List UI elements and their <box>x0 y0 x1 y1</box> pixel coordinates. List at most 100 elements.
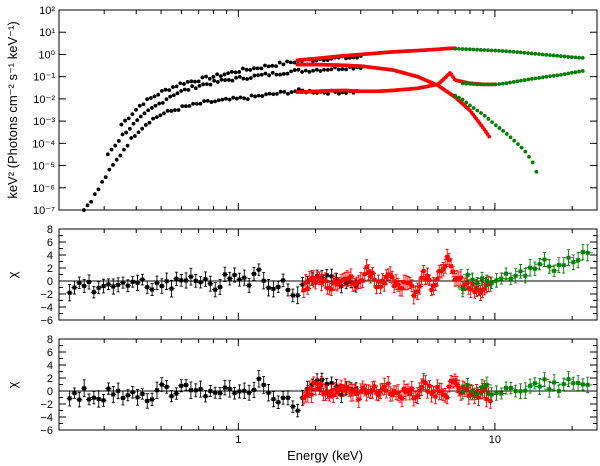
y-tick-label: 6 <box>47 237 53 249</box>
data-point <box>196 79 201 84</box>
residual-point <box>154 280 159 285</box>
data-point <box>119 122 124 127</box>
residual-point <box>421 268 426 273</box>
residual-point <box>198 387 203 392</box>
data-point <box>486 117 491 121</box>
data-point <box>456 95 461 100</box>
residual-point <box>489 280 494 285</box>
residual-point <box>335 390 340 395</box>
data-point <box>169 109 174 113</box>
series-green-component-1 <box>453 93 539 174</box>
data-point <box>266 64 271 69</box>
data-point <box>497 126 502 130</box>
residual-point <box>266 285 271 290</box>
data-point <box>471 47 476 52</box>
residual-point <box>360 385 365 390</box>
residual-point <box>96 285 101 290</box>
data-point <box>143 123 148 127</box>
residual-point <box>513 273 518 278</box>
residual-point <box>329 274 334 279</box>
data-point <box>252 73 257 78</box>
residual-point <box>356 397 361 402</box>
residual-point <box>499 391 504 396</box>
series-red-total <box>295 46 458 63</box>
data-point <box>160 100 165 105</box>
residual-point <box>329 287 334 292</box>
data-point <box>220 97 225 102</box>
data-point <box>204 74 208 79</box>
data-point <box>163 87 168 92</box>
data-point <box>154 115 159 120</box>
data-point <box>213 99 217 104</box>
data-point <box>464 100 469 105</box>
residual-point <box>150 397 155 402</box>
residual-point <box>154 388 159 393</box>
data-point <box>278 72 283 77</box>
data-point <box>464 81 469 86</box>
residual-point <box>411 293 416 298</box>
data-point <box>511 79 516 84</box>
residual-point <box>125 393 130 398</box>
y-tick-label: 8 <box>47 334 53 346</box>
residual-point <box>454 382 459 387</box>
residual-point <box>429 287 434 292</box>
data-point <box>526 51 530 56</box>
series-green <box>457 244 593 298</box>
residual-point <box>184 278 189 283</box>
residual-point <box>561 382 566 387</box>
data-point <box>336 91 341 96</box>
data-point <box>569 70 574 75</box>
data-point <box>92 192 97 197</box>
data-point <box>245 97 250 102</box>
data-point <box>164 97 169 102</box>
residual-point <box>67 290 72 295</box>
data-point <box>537 52 541 57</box>
residual-point <box>164 384 169 389</box>
residual-point <box>333 279 338 284</box>
data-point <box>218 74 223 79</box>
residual-point <box>417 284 422 289</box>
data-point <box>191 101 196 106</box>
residual-point <box>159 284 164 289</box>
data-point <box>548 53 552 58</box>
data-point <box>537 75 542 80</box>
data-point <box>285 91 290 96</box>
residual-point <box>423 380 428 385</box>
data-point <box>522 50 527 55</box>
residual-point <box>305 391 310 396</box>
residual-point <box>307 387 312 392</box>
residual-point <box>198 280 203 285</box>
residual-point <box>474 389 479 394</box>
data-point <box>162 111 166 116</box>
residual-point <box>470 389 475 394</box>
data-point <box>468 81 473 86</box>
residuals-2-y-axis-label: χ <box>5 381 20 388</box>
residual-point <box>475 391 480 396</box>
residual-point <box>266 390 271 395</box>
residual-point <box>447 257 452 262</box>
residual-point <box>354 391 359 396</box>
residual-point <box>576 258 581 263</box>
y-tick-label: 10¹ <box>39 27 55 39</box>
y-tick-label: 0 <box>47 276 53 288</box>
data-point <box>504 132 509 136</box>
residual-point <box>494 278 499 283</box>
data-point <box>344 67 348 72</box>
residual-point <box>508 386 513 391</box>
residual-point <box>227 386 232 391</box>
residual-point <box>384 388 389 393</box>
residual-point <box>561 263 566 268</box>
data-point <box>171 85 175 89</box>
data-point <box>209 100 214 104</box>
residual-point <box>372 384 377 389</box>
data-point <box>223 78 228 82</box>
y-tick-label: −4 <box>40 412 53 424</box>
residual-point <box>429 391 434 396</box>
data-point <box>329 67 334 72</box>
data-point <box>226 78 231 82</box>
data-point <box>475 82 480 87</box>
residual-point <box>346 276 351 281</box>
residual-point <box>305 286 310 291</box>
data-point <box>190 84 195 89</box>
residual-point <box>476 287 481 292</box>
